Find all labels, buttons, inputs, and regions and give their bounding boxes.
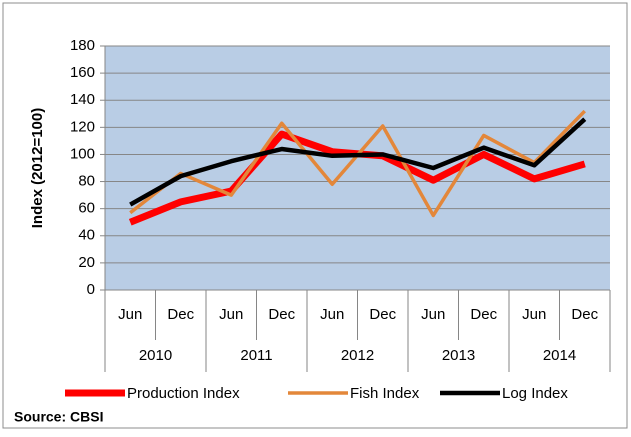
legend-label: Log Index [502,385,568,402]
y-tick-label: 180 [70,37,95,54]
x-group-label: 2010 [139,347,172,364]
x-group-label: 2011 [240,347,272,364]
y-tick-label: 20 [78,254,95,271]
legend-label: Fish Index [350,385,420,402]
plot-area [105,46,610,290]
y-tick-label: 0 [87,281,95,298]
x-tick-label: Dec [369,306,396,323]
x-tick-label: Jun [219,306,243,323]
y-tick-label: 80 [78,173,95,190]
x-group-label: 2012 [341,347,374,364]
x-tick-label: Jun [320,306,344,323]
y-tick-label: 120 [70,118,95,135]
x-tick-label: Dec [268,306,295,323]
y-tick-label: 60 [78,200,95,217]
source: Source: CBSI [14,409,103,425]
x-tick-label: Jun [522,306,546,323]
y-tick-label: 140 [70,91,95,108]
x-group-label: 2013 [442,347,475,364]
series-line [129,117,587,207]
y-axis-label: Index (2012=100) [29,108,46,229]
x-tick-label: Jun [421,306,445,323]
y-tick-label: 100 [70,145,95,162]
x-tick-label: Dec [470,306,497,323]
x-group-label: 2014 [543,347,576,364]
x-tick-label: Dec [167,306,194,323]
x-tick-label: Dec [571,306,598,323]
y-tick-label: 160 [70,64,95,81]
legend-label: Production Index [127,385,240,402]
y-tick-label: 40 [78,227,95,244]
x-tick-label: Jun [118,306,142,323]
